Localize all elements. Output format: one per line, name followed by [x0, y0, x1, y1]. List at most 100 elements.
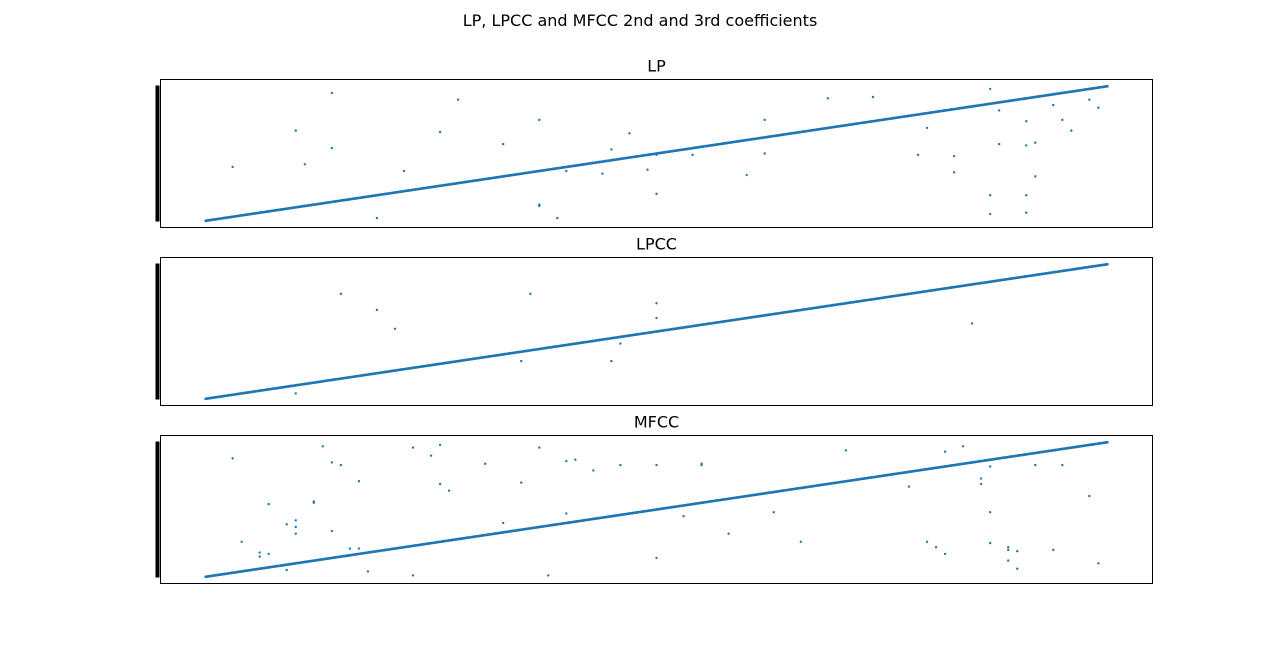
data-point: [1106, 262, 1109, 266]
data-point-outlier: [925, 126, 929, 130]
data-point-outlier: [483, 462, 487, 465]
data-point-outlier: [357, 480, 361, 483]
data-point-outlier: [655, 302, 658, 305]
data-point-outlier: [988, 541, 992, 545]
data-point-outlier: [1034, 141, 1037, 144]
data-point-outlier: [943, 450, 947, 453]
series-points-lp: [204, 84, 1109, 223]
data-point-outlier: [393, 327, 397, 331]
series-points-lpcc: [204, 262, 1109, 401]
data-point-outlier: [267, 552, 270, 556]
data-point-outlier: [330, 91, 334, 95]
subplot-title-mfcc: MFCC: [634, 413, 679, 432]
data-point-outlier: [619, 463, 622, 467]
data-point-outlier: [1052, 103, 1055, 107]
subplot-title-lp: LP: [647, 57, 666, 76]
data-point-outlier: [1070, 129, 1073, 132]
data-point-outlier: [988, 212, 992, 216]
data-point-outlier: [988, 194, 992, 197]
data-point-outlier: [655, 556, 658, 560]
data-point-outlier: [997, 109, 1001, 112]
data-point-outlier: [727, 532, 730, 535]
data-point-outlier: [429, 454, 433, 457]
data-point-outlier: [538, 446, 541, 449]
data-point-outlier: [934, 545, 938, 549]
data-point-outlier: [574, 458, 577, 461]
data-point-outlier: [1016, 567, 1019, 570]
data-point-outlier: [907, 485, 911, 488]
data-point-outlier: [556, 216, 559, 220]
data-point-outlier: [655, 153, 658, 157]
data-point-outlier: [1088, 98, 1091, 101]
data-point-outlier: [231, 457, 234, 460]
data-point-outlier: [411, 446, 415, 449]
data-point-outlier: [402, 169, 406, 173]
data-point-outlier: [988, 465, 992, 468]
data-point-outlier: [348, 547, 352, 550]
data-point-outlier: [1007, 548, 1010, 552]
data-point-outlier: [763, 118, 766, 122]
data-point-outlier: [231, 165, 234, 169]
data-point-outlier: [330, 529, 334, 533]
data-point-outlier: [321, 445, 325, 448]
data-point-outlier: [366, 570, 370, 573]
data-point-outlier: [438, 443, 442, 447]
data-point-outlier: [1097, 562, 1100, 565]
data-point-outlier: [646, 168, 649, 171]
data-point-outlier: [979, 482, 983, 486]
data-point-outlier: [1025, 194, 1028, 197]
data-point-outlier: [700, 462, 703, 465]
data-point-outlier: [628, 132, 631, 135]
data-point-outlier: [339, 463, 343, 467]
data-point-outlier: [844, 449, 848, 452]
data-point-outlier: [501, 521, 505, 525]
data-point-outlier: [952, 171, 956, 174]
data-point-outlier: [438, 482, 442, 486]
data-point-outlier: [610, 359, 613, 363]
data-point-outlier: [330, 146, 334, 150]
data-point-outlier: [565, 459, 568, 463]
data-point-outlier: [538, 203, 541, 206]
data-point: [1106, 440, 1109, 444]
data-point: [1106, 84, 1109, 88]
data-point-outlier: [303, 163, 306, 166]
axes-frame-mfcc: [160, 435, 1153, 584]
data-point-outlier: [763, 152, 766, 155]
data-point-outlier: [1061, 118, 1064, 122]
data-point-outlier: [565, 169, 568, 173]
data-point-outlier: [925, 540, 929, 543]
data-point-outlier: [375, 216, 379, 220]
data-point-outlier: [988, 87, 992, 91]
series-points-mfcc: [204, 440, 1109, 579]
data-point-outlier: [294, 129, 297, 132]
data-point-outlier: [682, 515, 685, 518]
subplot-lp: LP: [155, 57, 1153, 228]
data-point-outlier: [979, 477, 983, 480]
data-point-outlier: [943, 552, 947, 556]
data-point-outlier: [285, 568, 288, 572]
data-point-outlier: [565, 512, 568, 515]
data-point-outlier: [267, 502, 270, 506]
data-point-outlier: [772, 510, 775, 514]
data-point-outlier: [997, 142, 1001, 146]
data-point-outlier: [655, 192, 658, 196]
data-point-outlier: [529, 292, 532, 296]
data-point-outlier: [520, 359, 523, 363]
data-point-outlier: [411, 574, 415, 577]
data-point-outlier: [447, 489, 451, 492]
data-point-outlier: [285, 523, 288, 526]
data-point-outlier: [456, 98, 460, 101]
data-point-outlier: [520, 481, 523, 484]
subplot-mfcc: MFCC: [155, 413, 1153, 584]
data-point-outlier: [339, 292, 343, 296]
data-point-outlier: [745, 173, 748, 177]
y-axis-tick-band-lp: [155, 85, 160, 222]
data-point-outlier: [357, 547, 361, 550]
data-point-outlier: [1016, 550, 1019, 553]
subplot-title-lpcc: LPCC: [636, 235, 677, 254]
data-point-outlier: [592, 469, 595, 472]
axes-frame-lp: [160, 79, 1153, 228]
data-point-outlier: [610, 148, 613, 151]
data-point-outlier: [438, 130, 442, 134]
